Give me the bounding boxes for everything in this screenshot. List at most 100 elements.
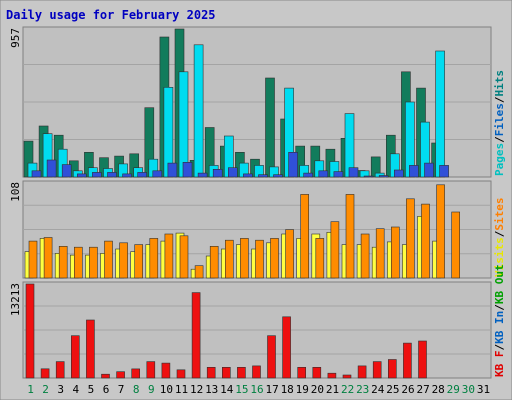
bar [176,369,186,379]
bar [421,203,430,279]
bar [270,238,279,279]
bar [390,226,400,279]
bar [297,366,307,379]
bar [424,162,434,178]
bar [149,238,159,279]
bar [116,371,125,379]
day-label: 20 [311,383,324,396]
bar [225,239,234,279]
bar [315,238,325,279]
bar [436,184,445,279]
bar [191,292,201,379]
bar [360,233,370,279]
bar [31,170,42,178]
bar [122,173,132,178]
bar [101,373,110,379]
legend-entry: Sites [493,198,506,231]
bar [206,366,216,379]
legend-entry: KB Out [493,264,506,304]
day-label: 8 [133,383,140,396]
day-label: 29 [447,383,460,396]
day-label: 1 [27,383,34,396]
bar [25,283,35,379]
bar [61,164,72,178]
ymax-label-visits: 108 [9,182,22,202]
day-label: 25 [386,383,399,396]
legend-entry: Pages [493,143,506,176]
bar [333,171,344,178]
legend-entry: / [493,344,506,351]
bar [161,362,171,379]
day-label: 28 [432,383,445,396]
day-label: 24 [371,383,385,396]
bar [71,335,80,379]
day-label: 16 [250,383,263,396]
day-label: 12 [190,383,203,396]
legend-entry: / [493,304,506,311]
day-label: 26 [401,383,414,396]
panel-visits: 108 Visits/Sites [9,180,506,279]
bar [285,229,294,279]
day-label: 9 [148,383,155,396]
legend-entry: / [493,96,506,103]
bar [348,167,359,178]
bar [418,340,427,379]
day-label: 6 [103,383,110,396]
series-files [27,44,445,178]
day-label: 23 [356,383,369,396]
bar [357,365,367,379]
bar [265,77,275,178]
day-label: 11 [175,383,188,396]
bar [178,71,189,178]
bar [451,211,461,279]
bar [164,233,174,279]
bar [167,162,178,178]
bar [55,361,65,379]
bar [194,265,204,279]
bar [312,366,322,379]
day-label: 30 [462,383,475,396]
bar [375,228,385,279]
day-label: 7 [118,383,125,396]
bar [330,221,340,279]
bar [74,246,83,279]
bar [403,342,412,379]
bar [267,335,276,379]
day-label: 21 [326,383,339,396]
bar [237,366,246,379]
day-label: 22 [341,383,354,396]
bar [372,361,382,379]
bar [146,361,156,379]
bar [243,173,253,178]
bar [255,239,264,279]
series-kb-f [25,283,427,379]
bar [303,172,314,178]
bar [439,165,449,178]
bar [393,169,404,178]
day-label: 5 [88,383,95,396]
bar [182,162,193,178]
bar [327,372,337,379]
bar [318,170,329,178]
bar [152,170,163,178]
day-label: 2 [42,383,49,396]
bar [197,172,208,178]
bar [406,198,415,279]
bar [119,242,128,279]
day-label: 27 [416,383,429,396]
bar [240,238,249,279]
legend-visits: Visits/Sites [493,198,506,278]
bar [300,194,310,279]
day-label: 19 [296,383,309,396]
bar [363,175,374,178]
bar [104,240,113,279]
legend-entry: Visits [493,237,506,277]
bar [46,159,57,178]
bar [107,172,117,178]
bar [131,368,140,379]
series-sites [28,184,461,279]
bar [43,237,53,279]
